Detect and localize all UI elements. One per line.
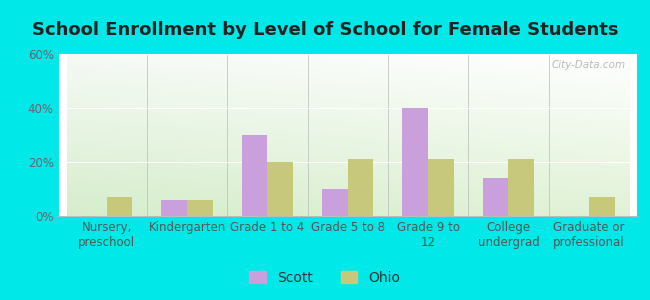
Text: School Enrollment by Level of School for Female Students: School Enrollment by Level of School for… [32, 21, 618, 39]
Bar [161, 200, 187, 216]
Bar [348, 159, 374, 216]
Bar [483, 178, 508, 216]
Bar [402, 108, 428, 216]
Text: City-Data.com: City-Data.com [551, 61, 625, 70]
Bar [508, 159, 534, 216]
Legend: Scott, Ohio: Scott, Ohio [244, 265, 406, 290]
Bar [322, 189, 348, 216]
Bar [242, 135, 267, 216]
Bar [187, 200, 213, 216]
Bar [107, 197, 133, 216]
Bar [589, 197, 614, 216]
Bar [428, 159, 454, 216]
Bar [267, 162, 293, 216]
